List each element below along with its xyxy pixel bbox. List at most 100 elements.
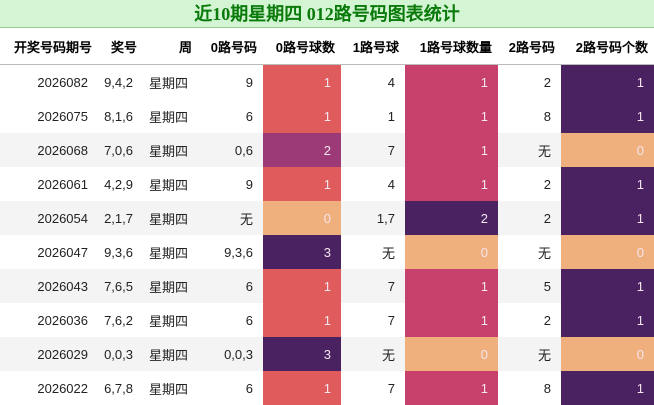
table-cell: 无 bbox=[498, 337, 561, 371]
table-cell: 7 bbox=[341, 269, 405, 303]
table-cell: 无 bbox=[537, 245, 551, 261]
count-cell: 1 bbox=[561, 64, 654, 99]
table-cell: 2026036 bbox=[37, 312, 88, 328]
count-cell: 2 bbox=[263, 133, 341, 167]
column-header: 0路号码 bbox=[198, 28, 263, 65]
table-cell: 星期四 bbox=[143, 201, 198, 235]
table-cell: 2 bbox=[543, 176, 551, 192]
count-cell: 0 bbox=[263, 201, 341, 235]
count-cell: 1 bbox=[405, 167, 498, 201]
table-cell: 0,0,3 bbox=[198, 337, 263, 371]
table-cell: 5 bbox=[498, 269, 561, 303]
table-cell: 1 bbox=[387, 108, 395, 124]
table-cell: 0,0,3 bbox=[98, 337, 143, 371]
column-header: 周 bbox=[143, 28, 198, 65]
count-cell: 1 bbox=[405, 303, 498, 337]
table-row: 2026075 8,1,6 星期四 6 1 1 1 8 1 bbox=[0, 99, 654, 133]
count-cell: 0 bbox=[405, 235, 498, 269]
column-header: 2路号码个数 bbox=[561, 28, 654, 65]
count-cell: 1 bbox=[561, 303, 654, 337]
table-cell: 0,6 bbox=[198, 133, 263, 167]
count-cell: 1 bbox=[561, 99, 654, 133]
count-cell: 1 bbox=[561, 201, 654, 235]
count-cell: 0 bbox=[561, 133, 654, 167]
count-cell: 1 bbox=[405, 64, 498, 99]
table-row: 2026082 9,4,2 星期四 9 1 4 1 2 1 bbox=[0, 64, 654, 99]
count-cell: 1 bbox=[405, 371, 498, 405]
table-cell: 4,2,9 bbox=[104, 176, 133, 192]
count-cell: 1 bbox=[263, 371, 341, 405]
count-cell: 1 bbox=[405, 133, 498, 167]
table-cell: 9 bbox=[245, 74, 253, 90]
table-cell: 星期四 bbox=[148, 177, 188, 193]
count-cell: 1 bbox=[405, 269, 498, 303]
table-row: 2026047 9,3,6 星期四 9,3,6 3 无 0 无 0 bbox=[0, 235, 654, 269]
table-cell: 8,1,6 bbox=[104, 108, 133, 124]
table-row: 2026029 0,0,3 星期四 0,0,3 3 无 0 无 0 bbox=[0, 337, 654, 371]
table-cell: 星期四 bbox=[148, 75, 188, 91]
title: 近10期星期四 012路号码图表统计 bbox=[0, 0, 654, 28]
table-body: 2026082 9,4,2 星期四 9 1 4 1 2 1 2026075 8,1,6 星期四 6 1 1 1… bbox=[0, 64, 654, 405]
count-cell: 1 bbox=[263, 269, 341, 303]
table-cell: 2026043 bbox=[0, 269, 98, 303]
column-header: 奖号 bbox=[98, 28, 143, 65]
table-cell: 4 bbox=[387, 176, 395, 192]
table-row: 2026043 7,6,5 星期四 6 1 7 1 5 1 bbox=[0, 269, 654, 303]
table-row: 2026068 7,0,6 星期四 0,6 2 7 1 无 0 bbox=[0, 133, 654, 167]
table-cell: 2,1,7 bbox=[98, 201, 143, 235]
table-cell: 6 bbox=[245, 108, 253, 124]
count-cell: 0 bbox=[561, 235, 654, 269]
table-cell: 9,3,6 bbox=[104, 244, 133, 260]
column-header: 2路号码 bbox=[498, 28, 561, 65]
table-cell: 9 bbox=[245, 176, 253, 192]
table-cell: 2026054 bbox=[0, 201, 98, 235]
table-cell: 2026068 bbox=[0, 133, 98, 167]
column-header: 1路号球数量 bbox=[405, 28, 498, 65]
table-cell: 星期四 bbox=[143, 337, 198, 371]
table-cell: 星期四 bbox=[148, 109, 188, 125]
table-cell: 2026061 bbox=[37, 176, 88, 192]
count-cell: 1 bbox=[263, 167, 341, 201]
count-cell: 2 bbox=[405, 201, 498, 235]
table-cell: 2 bbox=[543, 312, 551, 328]
table-cell: 9,4,2 bbox=[104, 74, 133, 90]
table-cell: 7,0,6 bbox=[98, 133, 143, 167]
table-cell: 无 bbox=[198, 201, 263, 235]
table-cell: 9,3,6 bbox=[224, 244, 253, 260]
count-cell: 3 bbox=[263, 235, 341, 269]
table-cell: 4 bbox=[387, 74, 395, 90]
table-cell: 星期四 bbox=[148, 245, 188, 261]
table-cell: 星期四 bbox=[148, 313, 188, 329]
table-cell: 8 bbox=[543, 380, 551, 396]
count-cell: 1 bbox=[263, 99, 341, 133]
table-row: 2026061 4,2,9 星期四 9 1 4 1 2 1 bbox=[0, 167, 654, 201]
table-cell: 6 bbox=[245, 380, 253, 396]
table-cell: 6 bbox=[198, 269, 263, 303]
column-header: 1路号球 bbox=[341, 28, 405, 65]
table-cell: 无 bbox=[498, 133, 561, 167]
table-cell: 7,6,2 bbox=[104, 312, 133, 328]
column-header: 开奖号码期号 bbox=[0, 28, 98, 65]
table-cell: 星期四 bbox=[143, 133, 198, 167]
table-cell: 7 bbox=[387, 312, 395, 328]
table-cell: 2026022 bbox=[37, 380, 88, 396]
count-cell: 1 bbox=[263, 303, 341, 337]
stats-table: 开奖号码期号 奖号周 0路号码 0路号球数 1路号球 1路号球数量 2路号码 2路号码个数 2… bbox=[0, 28, 654, 405]
count-cell: 1 bbox=[561, 167, 654, 201]
table-cell: 8 bbox=[543, 108, 551, 124]
table-cell: 1,7 bbox=[341, 201, 405, 235]
count-cell: 1 bbox=[263, 64, 341, 99]
table-cell: 2026047 bbox=[37, 244, 88, 260]
count-cell: 0 bbox=[405, 337, 498, 371]
table-cell: 星期四 bbox=[148, 381, 188, 397]
count-cell: 1 bbox=[561, 371, 654, 405]
table-cell: 2026029 bbox=[0, 337, 98, 371]
table-cell: 6 bbox=[245, 312, 253, 328]
table-cell: 2026082 bbox=[37, 74, 88, 90]
count-cell: 1 bbox=[561, 269, 654, 303]
column-header: 0路号球数 bbox=[263, 28, 341, 65]
count-cell: 1 bbox=[405, 99, 498, 133]
table-cell: 6,7,8 bbox=[104, 380, 133, 396]
table-row: 2026022 6,7,8 星期四 6 1 7 1 8 1 bbox=[0, 371, 654, 405]
